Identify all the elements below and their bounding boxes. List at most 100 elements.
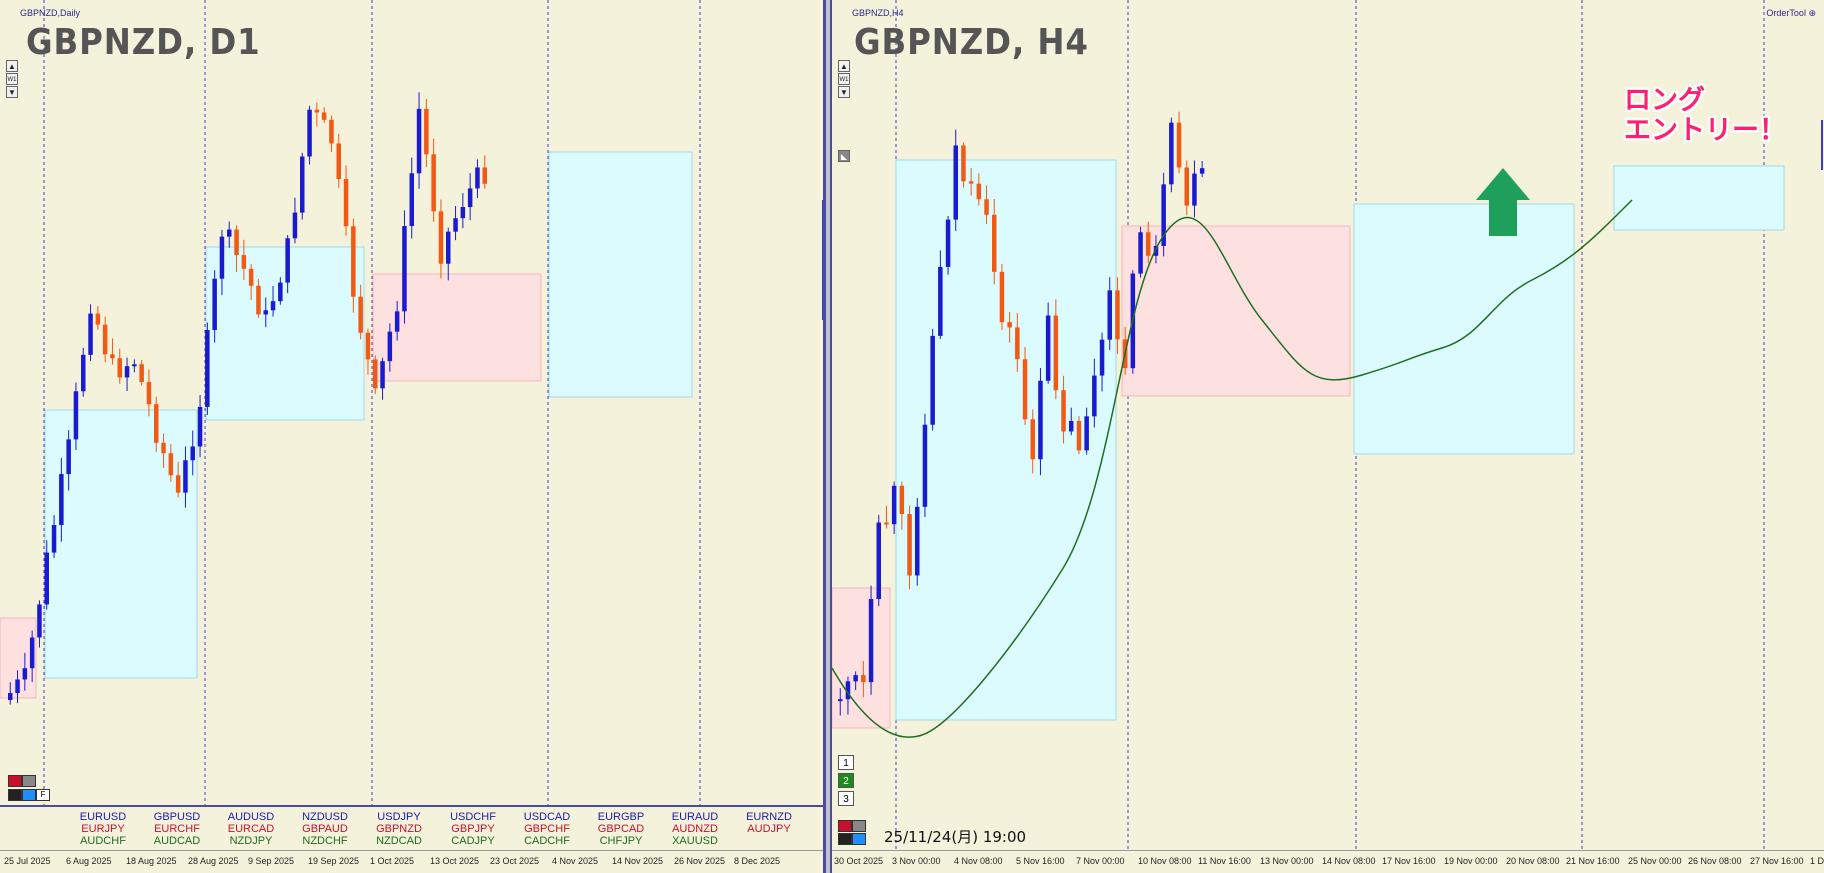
date-tick-label: 10 Nov 08:00 — [1138, 856, 1192, 866]
pink-range-box — [832, 587, 891, 729]
candle-body — [1161, 184, 1166, 246]
symbol-link[interactable]: USDJPY — [377, 811, 421, 823]
chart-window-h4[interactable]: GBPNZD,H4 OrderTool ⊕ GBPNZD, H4 ▲ W1 ▼ … — [830, 0, 1824, 873]
candle-body — [453, 218, 458, 232]
candle-body — [1022, 359, 1028, 420]
candle-body — [241, 255, 247, 269]
date-tick-label: 25 Nov 00:00 — [1628, 856, 1682, 866]
candle-body — [409, 173, 414, 227]
candle-body — [1107, 290, 1112, 340]
candle-body — [1192, 173, 1197, 206]
minimize-icon[interactable] — [8, 775, 22, 787]
symbol-link[interactable]: XAUUSD — [672, 835, 718, 847]
scroll-down-button-h4[interactable]: ▼ — [838, 86, 850, 98]
date-tick-label: 7 Nov 00:00 — [1076, 856, 1125, 866]
candle-body — [938, 266, 943, 336]
period-button-2[interactable]: 2 — [838, 773, 854, 788]
symbol-link[interactable]: NZDCHF — [302, 835, 348, 847]
crosshair-icon[interactable] — [852, 833, 866, 845]
close-icon[interactable] — [22, 775, 36, 787]
symbol-link[interactable]: CHFJPY — [599, 835, 643, 847]
symbol-link[interactable]: CADCHF — [524, 835, 570, 847]
date-tick-label: 1 Oct 2025 — [370, 856, 415, 866]
date-tick-label: 13 Oct 2025 — [430, 856, 480, 866]
order-tool-button[interactable]: OrderTool ⊕ — [1766, 8, 1816, 19]
candle-body — [66, 439, 71, 475]
shift-chart-icon[interactable]: ◣ — [838, 150, 850, 162]
minimize-icon[interactable] — [838, 820, 852, 832]
candle-body — [336, 143, 341, 180]
price-plot-d1[interactable] — [0, 0, 826, 873]
candle-body — [81, 354, 86, 392]
symbol-link[interactable]: GBPCAD — [597, 823, 645, 835]
candle-body — [270, 301, 276, 311]
symbol-link[interactable]: GBPCHF — [524, 823, 570, 835]
symbol-link[interactable]: EURCHF — [154, 823, 200, 835]
candle-body — [358, 296, 363, 333]
candle-body — [868, 599, 874, 683]
fibo-icon[interactable]: F — [36, 789, 50, 801]
symbol-link[interactable]: GBPJPY — [451, 823, 495, 835]
candle-body — [117, 358, 122, 378]
symbol-column: EURAUD AUDNZD XAUUSD — [660, 811, 730, 847]
symbol-link[interactable]: EURCAD — [227, 823, 275, 835]
pink-range-box — [372, 273, 542, 382]
symbol-link[interactable]: AUDCHF — [80, 835, 126, 847]
chart-window-d1[interactable]: GBPNZD,Daily GBPNZD, D1 ▲ W1 ▼ F EURUSD E… — [0, 0, 826, 873]
candle-body — [307, 109, 312, 157]
symbol-link[interactable]: USDCHF — [450, 811, 496, 823]
candle-body — [1045, 315, 1051, 381]
target-range-box — [1613, 165, 1785, 231]
symbol-link[interactable]: USDCAD — [523, 811, 571, 823]
timeframe-button-d1[interactable]: W1 — [6, 73, 18, 85]
symbol-link[interactable]: GBPNZD — [376, 823, 422, 835]
date-tick-label: 30 Oct 2025 — [834, 856, 884, 866]
symbol-column: AUDUSD EURCAD NZDJPY — [216, 811, 286, 847]
symbol-link[interactable]: EURJPY — [81, 823, 125, 835]
symbol-link[interactable]: NZDUSD — [302, 811, 348, 823]
price-plot-h4[interactable] — [832, 0, 1824, 873]
period-button-3[interactable]: 3 — [838, 791, 854, 806]
candle-body — [8, 693, 13, 700]
cursor-icon[interactable] — [838, 833, 852, 845]
symbol-link[interactable]: AUDJPY — [747, 823, 791, 835]
close-icon[interactable] — [852, 820, 866, 832]
candle-body — [205, 330, 210, 407]
scroll-up-button-d1[interactable]: ▲ — [6, 60, 18, 72]
candle-body — [1099, 339, 1105, 376]
date-tick-label: 27 Nov 16:00 — [1750, 856, 1804, 866]
scroll-down-button-d1[interactable]: ▼ — [6, 86, 18, 98]
date-tick-label: 4 Nov 2025 — [552, 856, 599, 866]
symbol-link[interactable]: GBPAUD — [302, 823, 348, 835]
candle-body — [475, 167, 480, 189]
order-tool-label: OrderTool — [1766, 8, 1806, 18]
candle-body — [1092, 375, 1097, 417]
timeframe-button-h4[interactable]: W1 — [838, 73, 850, 85]
symbol-link[interactable]: AUDUSD — [227, 811, 275, 823]
symbol-link[interactable]: EURUSD — [79, 811, 127, 823]
pink-range-box — [1121, 225, 1351, 397]
symbol-link[interactable]: CADJPY — [451, 835, 495, 847]
blue-range-box — [205, 246, 365, 421]
date-tick-label: 9 Sep 2025 — [248, 856, 295, 866]
symbol-link[interactable]: EURAUD — [671, 811, 719, 823]
candle-body — [102, 324, 108, 355]
symbol-link[interactable]: NZDCAD — [376, 835, 422, 847]
cursor-icon[interactable] — [8, 789, 22, 801]
window-name-h4: GBPNZD,H4 — [852, 8, 904, 18]
candle-body — [22, 668, 28, 680]
date-tick-label: 17 Nov 16:00 — [1382, 856, 1436, 866]
scroll-up-button-h4[interactable]: ▲ — [838, 60, 850, 72]
date-tick-label: 1 D — [1810, 856, 1824, 866]
candle-body — [132, 364, 137, 367]
symbol-link[interactable]: EURGBP — [597, 811, 645, 823]
symbol-link[interactable]: AUDNZD — [672, 823, 718, 835]
crosshair-icon[interactable] — [22, 789, 36, 801]
symbol-link[interactable]: AUDCAD — [153, 835, 201, 847]
period-button-1[interactable]: 1 — [838, 755, 854, 770]
candle-body — [329, 119, 334, 144]
symbol-link[interactable]: GBPUSD — [153, 811, 201, 823]
symbol-link[interactable]: NZDJPY — [229, 835, 273, 847]
candle-body — [1115, 290, 1120, 340]
symbol-link[interactable]: EURNZD — [746, 811, 792, 823]
